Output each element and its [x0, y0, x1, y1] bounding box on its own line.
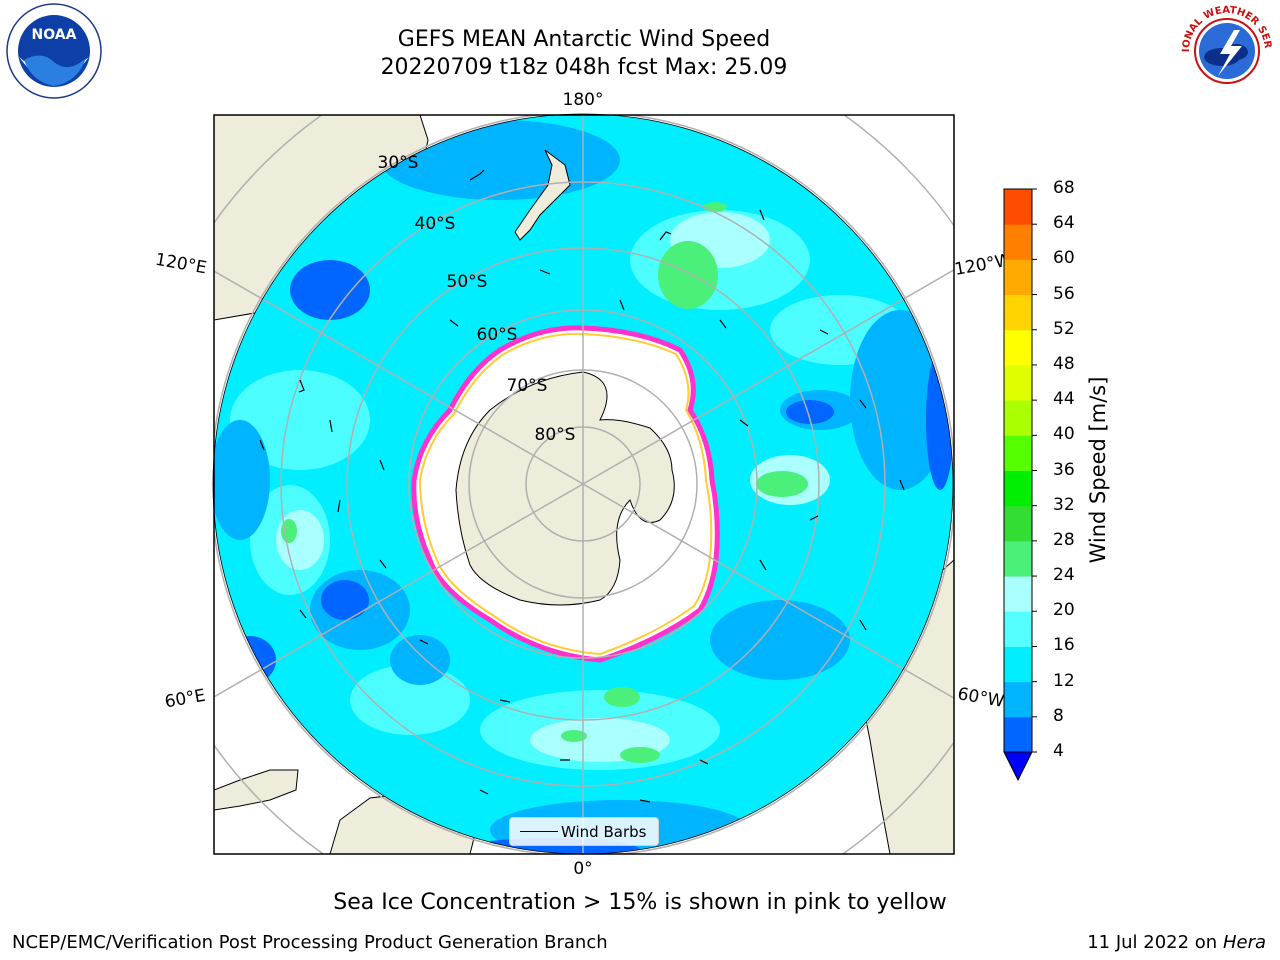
colorbar-tick-label: 32	[1053, 494, 1075, 515]
colorbar-tick-label: 20	[1053, 600, 1075, 621]
footer-credit: NCEP/EMC/Verification Post Processing Pr…	[12, 932, 608, 953]
map-title: GEFS MEAN Antarctic Wind Speed	[397, 27, 771, 52]
footer-date: 11 Jul 2022 on Hera	[1087, 932, 1266, 953]
colorbar-tick-label: 36	[1053, 459, 1075, 480]
madagascar-land	[214, 769, 299, 811]
lon-label-120e: 120°E	[154, 250, 208, 279]
colorbar-segment	[1004, 224, 1032, 260]
colorbar-segment	[1004, 646, 1032, 683]
colorbar-segment	[1004, 329, 1032, 366]
colorbar-tick-label: 24	[1053, 565, 1075, 586]
colorbar-segment	[1004, 294, 1032, 331]
noaa-logo: NOAA	[6, 3, 102, 99]
lat-label-80s: 80°S	[535, 425, 576, 445]
antarctica-land	[455, 371, 675, 606]
colorbar-tick-label: 56	[1053, 283, 1075, 304]
colorbar-tick-label: 60	[1053, 248, 1075, 269]
sea-ice-caption: Sea Ice Concentration > 15% is shown in …	[333, 890, 947, 915]
graticule	[214, 115, 954, 854]
footer-date-text: 11 Jul 2022 on	[1087, 932, 1223, 953]
wind-barbs-legend: Wind Barbs	[509, 817, 659, 846]
footer-machine: Hera	[1222, 932, 1266, 953]
colorbar-segment	[1004, 435, 1032, 471]
wind-barbs	[259, 169, 905, 803]
colorbar-extension	[1003, 751, 1033, 782]
map-subtitle: 20220709 t18z 048h fcst Max: 25.09	[380, 55, 788, 80]
colorbar-tick-label: 52	[1053, 318, 1075, 339]
lon-label-0: 0°	[573, 859, 592, 879]
legend-label: Wind Barbs	[561, 823, 647, 841]
colorbar-segment	[1004, 611, 1032, 647]
nws-logo: NATIONAL WEATHER SERVICE	[1176, 2, 1273, 97]
colorbar-tick-label: 28	[1053, 529, 1075, 550]
colorbar-segment	[1004, 189, 1032, 225]
colorbar-tick-label: 16	[1053, 635, 1075, 656]
svg-text:NOAA: NOAA	[32, 27, 77, 43]
colorbar-tick-label: 4	[1053, 741, 1064, 761]
colorbar-segment	[1004, 400, 1032, 436]
lat-label-60s: 60°S	[477, 325, 518, 345]
colorbar-segment	[1004, 364, 1032, 401]
lon-label-60w: 60°W	[956, 684, 1006, 712]
colorbar-segment	[1004, 716, 1032, 753]
colorbar-tick-label: 68	[1053, 178, 1075, 198]
colorbar-tick-label: 12	[1053, 670, 1075, 691]
lat-label-70s: 70°S	[507, 376, 548, 396]
colorbar-segment	[1004, 505, 1032, 542]
colorbar-segment	[1004, 681, 1032, 718]
lat-label-50s: 50°S	[447, 272, 488, 292]
legend-line-swatch	[520, 831, 558, 832]
colorbar-segment	[1004, 259, 1032, 296]
colorbar-segment	[1004, 540, 1032, 577]
lat-label-30s: 30°S	[378, 153, 419, 173]
colorbar-tick-label: 8	[1053, 705, 1064, 726]
colorbar	[1003, 188, 1037, 782]
lat-label-40s: 40°S	[415, 214, 456, 234]
colorbar-tick-label: 44	[1053, 389, 1075, 410]
colorbar-segment	[1004, 470, 1032, 507]
colorbar-segment	[1004, 576, 1032, 612]
colorbar-tick-label: 40	[1053, 424, 1075, 445]
lon-label-60e: 60°E	[163, 686, 207, 713]
lon-label-180: 180°	[563, 90, 604, 110]
colorbar-label: Wind Speed [m/s]	[1086, 376, 1110, 564]
colorbar-tick-label: 64	[1053, 213, 1075, 234]
colorbar-tick-label: 48	[1053, 353, 1075, 374]
